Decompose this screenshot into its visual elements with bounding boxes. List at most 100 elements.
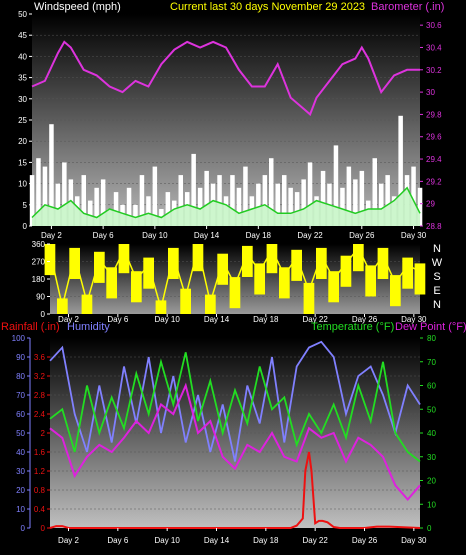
direction-band — [69, 247, 80, 279]
humidity-tick-label: 40 — [16, 448, 25, 457]
windspeed-bar — [359, 170, 365, 226]
windspeed-bar — [282, 175, 287, 226]
direction-band — [402, 257, 413, 289]
windspeed-bar — [417, 187, 423, 226]
direction-tick-label: 180 — [32, 275, 46, 284]
x-tick-label: Day 6 — [107, 536, 128, 545]
direction-band — [94, 251, 105, 283]
humidity-tick-label: 30 — [16, 467, 25, 476]
x-tick-label: Day 14 — [204, 536, 230, 545]
direction-band — [291, 249, 302, 281]
windspeed-bar — [411, 166, 416, 226]
windspeed-bar — [320, 170, 326, 226]
rainfall-tick-label: 1.2 — [34, 467, 46, 476]
x-tick-label: Day 18 — [253, 536, 279, 545]
windspeed-tick-label: 25 — [18, 116, 27, 125]
windspeed-bar — [133, 204, 138, 226]
windspeed-bar — [301, 179, 306, 226]
direction-band — [353, 244, 364, 272]
humidity-axis-ticks: 0 10 20 30 40 50 60 70 80 90 100 — [12, 334, 31, 533]
x-tick-label: Day 2 — [58, 536, 79, 545]
direction-band — [168, 247, 179, 279]
x-tick-label: Day 6 — [93, 231, 114, 240]
rainfall-tick-label: 2.8 — [34, 391, 46, 400]
windspeed-bar — [146, 196, 151, 226]
direction-tick-label: 90 — [36, 293, 45, 302]
direction-band — [328, 271, 339, 303]
direction-tick-label: 360 — [32, 240, 46, 249]
windspeed-bar — [294, 192, 300, 226]
direction-band — [217, 253, 228, 285]
x-tick-label: Day 10 — [142, 231, 168, 240]
barometer-tick-label: 28.8 — [426, 222, 442, 231]
windspeed-bar — [333, 145, 339, 226]
windspeed-bar — [346, 166, 352, 226]
x-tick-label: Day 2 — [58, 315, 79, 324]
humidity-axis-title: Humidity — [67, 321, 110, 333]
humidity-tick-label: 10 — [16, 505, 25, 514]
climate-plot-grid — [50, 356, 420, 510]
direction-band — [377, 247, 389, 279]
x-tick-label: Day 2 — [41, 231, 62, 240]
x-tick-label: Day 18 — [253, 315, 279, 324]
windspeed-tick-label: 5 — [23, 201, 28, 210]
windspeed-bar — [275, 183, 280, 226]
barometer-axis-title: Barometer (.in) — [371, 1, 444, 13]
humidity-tick-label: 70 — [16, 391, 25, 400]
windspeed-bar — [385, 175, 390, 226]
direction-band — [106, 267, 117, 299]
x-tick-label: Day 22 — [302, 536, 328, 545]
rainfall-tick-label: 2.4 — [34, 410, 46, 419]
humidity-tick-label: 80 — [16, 372, 25, 381]
temperature-tick-label: 10 — [427, 500, 436, 509]
windspeed-bar — [178, 175, 183, 226]
temperature-tick-label: 80 — [427, 334, 436, 343]
windspeed-bar — [29, 175, 35, 226]
x-tick-label: Day 30 — [401, 536, 427, 545]
temperature-tick-label: 0 — [427, 524, 432, 533]
windspeed-tick-label: 35 — [18, 74, 27, 83]
windspeed-axis-title: Windspeed (mph) — [34, 1, 121, 13]
windspeed-bar — [62, 162, 67, 226]
windspeed-bar — [204, 170, 209, 226]
x-tick-label: Day 30 — [401, 231, 427, 240]
direction-band — [303, 282, 315, 314]
rainfall-line — [49, 451, 421, 529]
humidity-tick-label: 90 — [16, 353, 25, 362]
humidity-tick-label: 0 — [21, 524, 26, 533]
compass-label: N — [433, 243, 441, 255]
windspeed-bar — [55, 183, 61, 226]
direction-band — [192, 244, 204, 272]
barometer-tick-label: 29.2 — [426, 177, 442, 186]
windspeed-bar — [379, 183, 384, 226]
climate-x-axis-ticks: Day 2 Day 6 Day 10 Day 14 Day 18 Day 22 Day 26… — [58, 528, 427, 545]
barometer-tick-label: 29.8 — [426, 110, 442, 119]
rainfall-tick-label: 1.6 — [34, 448, 46, 457]
gust-area — [32, 187, 420, 226]
direction-band — [254, 263, 265, 295]
rainfall-axis-title: Rainfall (.in) — [1, 321, 60, 333]
windspeed-bar — [152, 166, 158, 226]
windspeed-bar — [340, 187, 345, 226]
temperature-tick-label: 50 — [427, 405, 436, 414]
x-tick-label: Day 26 — [352, 536, 378, 545]
direction-band — [316, 247, 327, 279]
direction-line — [49, 246, 421, 312]
dewpoint-axis-title: Dew Point (°F) — [395, 321, 466, 333]
barometer-tick-label: 30 — [426, 88, 435, 97]
windspeed-bar — [256, 183, 261, 226]
direction-band — [44, 244, 56, 276]
windspeed-bar — [217, 175, 222, 226]
compass-label: N — [433, 299, 441, 311]
windspeed-bar — [126, 187, 132, 226]
windspeed-tick-label: 50 — [18, 10, 27, 19]
gust-line — [31, 186, 421, 219]
windspeed-bar — [236, 187, 242, 226]
barometer-tick-label: 29.4 — [426, 155, 442, 164]
barometer-axis-ticks: 28.8 29 29.2 29.4 29.6 29.8 30 30.2 30.4 30.6 — [420, 21, 442, 231]
windspeed-tick-label: 0 — [23, 222, 28, 231]
direction-plot-series — [44, 244, 426, 314]
x-tick-label: Day 6 — [107, 315, 128, 324]
